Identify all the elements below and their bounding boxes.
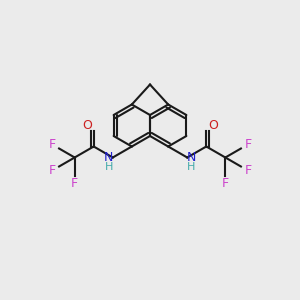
- Text: F: F: [49, 164, 56, 177]
- Text: F: F: [244, 164, 251, 177]
- Text: N: N: [104, 151, 113, 164]
- Text: F: F: [71, 177, 78, 190]
- Text: H: H: [187, 161, 195, 172]
- Text: H: H: [105, 161, 113, 172]
- Text: F: F: [244, 138, 251, 151]
- Text: F: F: [49, 138, 56, 151]
- Text: O: O: [82, 119, 92, 132]
- Text: N: N: [187, 151, 196, 164]
- Text: F: F: [222, 177, 229, 190]
- Text: O: O: [208, 119, 218, 132]
